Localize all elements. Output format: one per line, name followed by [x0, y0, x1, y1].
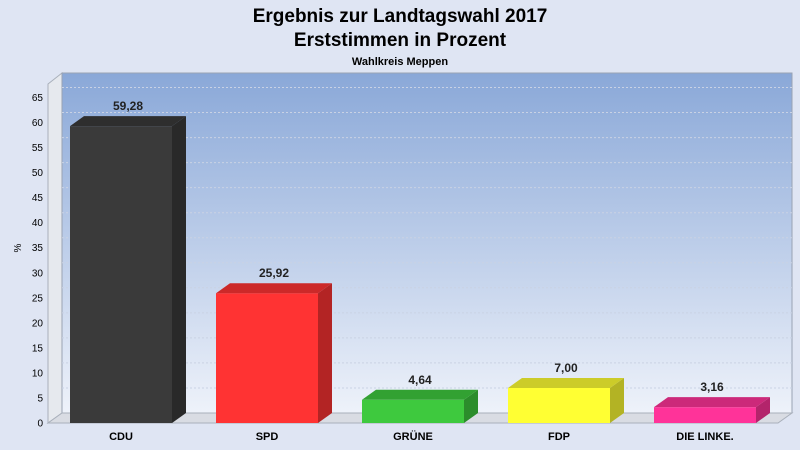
bar-value-label: 7,00	[554, 361, 578, 375]
bar-side	[464, 389, 478, 423]
plot-side-wall	[47, 71, 63, 424]
y-tick-label: 40	[32, 218, 44, 229]
bar-side	[756, 397, 770, 423]
x-tick-label: SPD	[256, 431, 279, 443]
bar	[654, 407, 756, 423]
bar-value-label: 3,16	[700, 380, 724, 394]
bar-top	[362, 389, 478, 400]
chart-caption: Wahlkreis Meppen	[352, 56, 448, 68]
y-tick-label: 35	[32, 243, 44, 254]
y-tick-label: 0	[37, 419, 43, 430]
bar-top	[70, 116, 186, 127]
x-axis: CDU SPD GRÜNE FDP DIE LINKE.	[109, 430, 734, 443]
x-tick-label: DIE LINKE.	[676, 431, 733, 443]
y-axis-label: %	[13, 243, 24, 252]
x-tick-label: GRÜNE	[393, 430, 433, 443]
y-tick-label: 10	[32, 368, 44, 379]
y-axis: 0 5 10 15 20 25 30 35 40 45 50 55 60 65	[32, 93, 44, 430]
y-tick-label: 55	[32, 143, 44, 154]
bar-side	[172, 116, 186, 424]
bar-side	[610, 377, 624, 423]
y-tick-label: 50	[32, 168, 44, 179]
y-tick-label: 25	[32, 293, 44, 304]
y-tick-label: 15	[32, 343, 44, 354]
chart-subtitle: Erststimmen in Prozent	[294, 30, 507, 51]
bar	[508, 387, 610, 423]
bar	[362, 399, 464, 423]
y-tick-label: 45	[32, 193, 44, 204]
chart-title: Ergebnis zur Landtagswahl 2017	[253, 6, 548, 27]
bar-top	[216, 283, 332, 294]
bar-side	[318, 283, 332, 423]
bar-value-label: 4,64	[408, 373, 432, 387]
bar-top	[654, 397, 770, 408]
y-tick-label: 60	[32, 118, 44, 129]
y-tick-label: 65	[32, 93, 44, 104]
x-tick-label: CDU	[109, 431, 133, 443]
bar-value-label: 25,92	[259, 266, 289, 280]
y-tick-label: 30	[32, 268, 44, 279]
bar-top	[508, 377, 624, 388]
x-tick-label: FDP	[548, 431, 570, 443]
y-tick-label: 20	[32, 318, 44, 329]
bar	[70, 126, 172, 424]
bar-value-label: 59,28	[113, 99, 143, 113]
bars: 59,28 25,92 4,64 7,00 3,16	[70, 99, 770, 424]
bar	[216, 293, 318, 423]
y-tick-label: 5	[37, 393, 43, 404]
